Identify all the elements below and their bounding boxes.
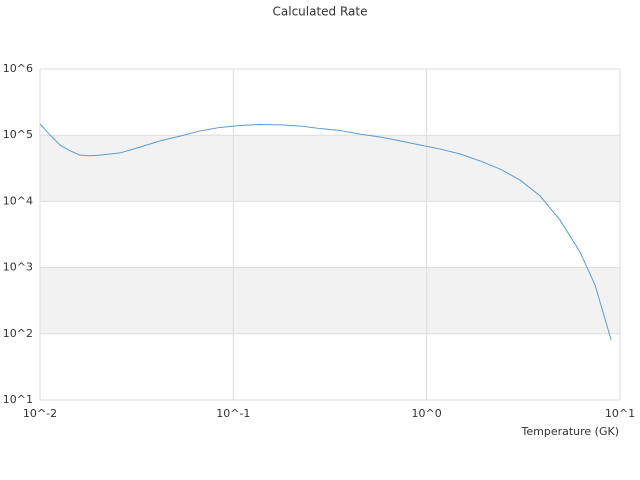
x-axis-label: Temperature (GK) [521,425,620,438]
grid-band [40,135,620,202]
x-tick-label: 10^0 [412,407,442,420]
x-tick-label: 10^-1 [216,407,250,420]
y-tick-label: 10^6 [3,62,33,75]
x-tick-label: 10^-2 [23,407,57,420]
y-tick-label: 10^3 [3,261,33,274]
y-tick-label: 10^1 [3,393,33,406]
x-tick-label: 10^1 [605,407,635,420]
data-line [39,123,612,341]
y-tick-label: 10^4 [3,194,33,207]
chart-title: Calculated Rate [273,5,368,19]
y-tick-label: 10^2 [3,327,33,340]
y-tick-label: 10^5 [3,128,33,141]
grid-band [40,267,620,334]
